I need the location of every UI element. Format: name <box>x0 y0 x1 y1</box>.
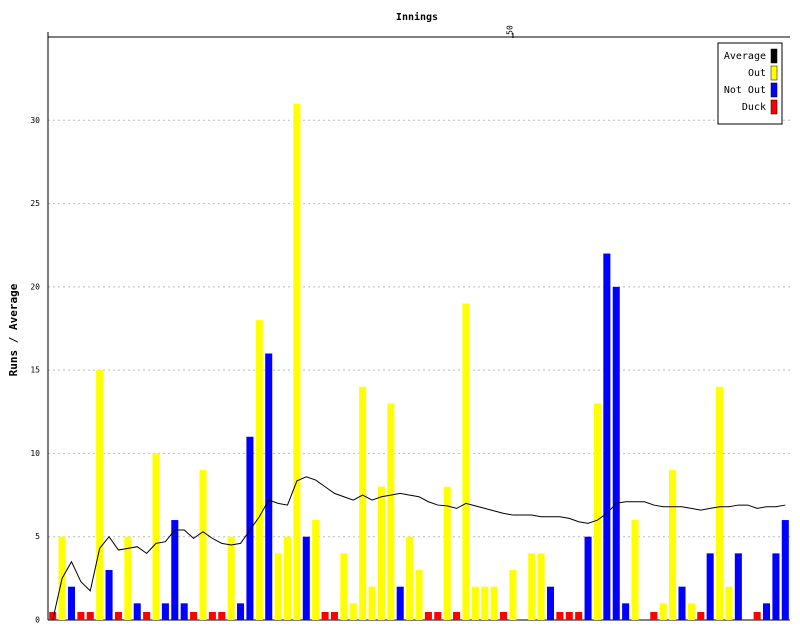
bar <box>593 403 601 620</box>
bar <box>678 586 686 620</box>
bar <box>556 612 564 620</box>
bar <box>190 612 198 620</box>
bar <box>725 586 733 620</box>
bar <box>133 603 141 620</box>
bar <box>669 470 677 620</box>
y-tick-label: 10 <box>30 449 40 458</box>
bar <box>509 570 517 620</box>
bar <box>96 370 104 620</box>
y-tick-label: 15 <box>30 366 40 375</box>
legend-label: Not Out <box>724 85 766 96</box>
bar <box>631 520 639 620</box>
bar <box>180 603 188 620</box>
bar <box>528 553 536 620</box>
bar <box>734 553 742 620</box>
bar <box>265 353 273 620</box>
bar <box>114 612 122 620</box>
bar <box>67 586 76 620</box>
legend: Average Out Not Out Duck <box>717 42 783 125</box>
bar <box>396 586 404 620</box>
bar <box>124 536 132 620</box>
y-tick-label: 0 <box>35 616 40 625</box>
bar <box>565 612 573 620</box>
bar <box>424 612 432 620</box>
bar <box>77 612 85 620</box>
legend-swatch <box>770 99 778 115</box>
bar <box>762 603 771 620</box>
bar <box>359 386 367 620</box>
bar <box>772 553 780 620</box>
bar <box>603 253 611 621</box>
legend-label: Average <box>724 51 766 62</box>
bar <box>302 536 310 620</box>
bar <box>462 303 470 620</box>
x-tick-label: 50 <box>505 25 514 35</box>
y-tick-label: 20 <box>30 282 40 291</box>
bar <box>283 536 292 620</box>
bar <box>340 553 348 620</box>
bar <box>199 470 207 620</box>
bar <box>415 570 423 620</box>
bar <box>293 103 301 621</box>
bar <box>274 553 282 620</box>
bar <box>622 603 630 620</box>
y-axis-title: Runs / Average <box>7 283 20 376</box>
bar <box>471 586 479 620</box>
bar <box>481 586 489 620</box>
legend-label: Duck <box>742 102 766 113</box>
bar <box>500 612 508 620</box>
bar <box>330 612 338 620</box>
bar <box>584 536 592 620</box>
bar <box>161 603 169 620</box>
bar <box>697 612 705 620</box>
bar <box>781 520 789 620</box>
bar <box>716 386 724 620</box>
bar <box>349 603 357 620</box>
y-tick-label: 30 <box>30 116 40 125</box>
bar <box>246 436 254 620</box>
bar <box>152 453 160 620</box>
bar <box>208 612 216 620</box>
bar <box>237 603 245 620</box>
bar <box>49 612 57 620</box>
average-line <box>52 476 786 621</box>
bar <box>537 553 545 620</box>
bar <box>706 553 714 620</box>
legend-swatch <box>770 48 778 64</box>
bar <box>650 612 658 620</box>
bar <box>687 603 695 620</box>
bar <box>218 612 226 620</box>
bar <box>612 286 620 620</box>
bar <box>377 486 385 620</box>
bar <box>443 486 451 620</box>
y-tick-label: 5 <box>35 532 40 541</box>
bar <box>86 612 94 620</box>
bar <box>490 586 498 620</box>
bar <box>105 570 113 620</box>
y-tick-label: 25 <box>30 199 40 208</box>
bar <box>143 612 151 620</box>
bar <box>575 612 583 620</box>
bar <box>453 612 461 620</box>
bar <box>406 536 414 620</box>
bar <box>659 603 667 620</box>
bar <box>387 403 395 620</box>
legend-swatch <box>770 82 778 98</box>
bar <box>368 586 376 620</box>
legend-label: Out <box>748 68 766 79</box>
bar <box>321 612 329 620</box>
bar <box>546 586 555 620</box>
bar <box>312 520 320 620</box>
bar <box>227 536 235 620</box>
bar <box>753 612 761 620</box>
bar <box>255 320 263 620</box>
legend-swatch <box>770 65 778 81</box>
x-axis-title: Innings <box>396 11 438 23</box>
bar <box>171 520 179 620</box>
bar <box>434 612 442 620</box>
